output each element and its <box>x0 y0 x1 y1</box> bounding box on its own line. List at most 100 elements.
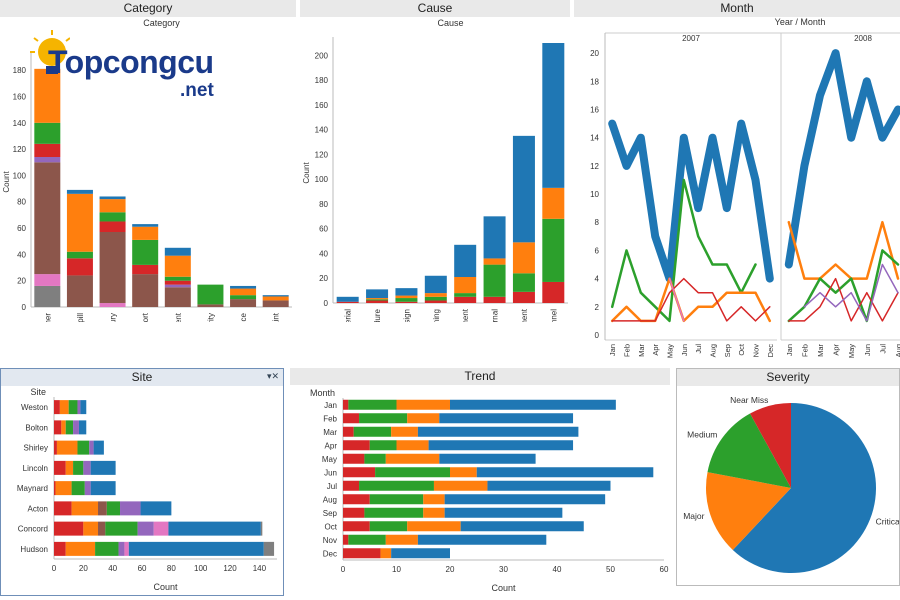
site-y-tick: Weston <box>21 403 48 412</box>
site-panel-title: Site <box>1 369 283 386</box>
trend-bar-segment <box>487 480 611 491</box>
trend-y-tick: Nov <box>323 536 337 545</box>
month-y-tick: 2 <box>595 303 600 312</box>
cause-bar-segment <box>366 299 389 301</box>
month-x-tick: Oct <box>737 343 746 356</box>
site-x-tick: 120 <box>223 564 237 573</box>
cause-y-title: Count <box>302 162 311 184</box>
trend-bar-segment <box>423 494 445 505</box>
month-series-line <box>611 277 771 322</box>
cause-x-tick: Training <box>432 309 441 322</box>
category-bar-segment <box>34 285 61 307</box>
trend-panel: Trend Month Jan Feb Mar Apr May Jun Jul Aug Sep Oc… <box>290 368 670 596</box>
cause-bar-segment <box>366 289 389 299</box>
trend-bar-segment <box>423 507 445 518</box>
cause-x-tick: Material <box>344 309 353 322</box>
category-bar-segment <box>34 68 61 123</box>
trend-bar-segment <box>385 534 418 545</box>
category-bar-segment <box>164 247 191 256</box>
category-bar-segment <box>66 193 93 252</box>
trend-bar-segment <box>417 534 547 545</box>
trend-y-tick: Dec <box>323 549 337 558</box>
category-bar-segment <box>99 199 126 213</box>
site-x-tick: 40 <box>108 564 117 573</box>
trend-y-title: Month <box>310 388 335 398</box>
trend-x-tick: 50 <box>606 565 615 574</box>
site-bar-segment <box>54 481 56 496</box>
site-bar-segment <box>73 460 84 475</box>
site-x-tick: 60 <box>138 564 147 573</box>
month-y-tick: 18 <box>590 77 599 86</box>
cause-x-tick: Design <box>402 309 411 322</box>
category-bar-segment <box>99 212 126 222</box>
category-bar-segment <box>99 196 126 200</box>
month-y-tick: 12 <box>590 162 599 171</box>
category-bar-segment <box>99 221 126 232</box>
trend-bar-segment <box>343 413 360 424</box>
trend-y-tick: May <box>322 455 337 464</box>
month-x-tick: Aug <box>894 344 900 357</box>
month-y-tick: 6 <box>595 246 600 255</box>
trend-bar-segment <box>348 534 386 545</box>
category-bar-segment <box>132 264 159 275</box>
trend-bar-segment <box>343 467 376 478</box>
month-y-tick: 20 <box>590 49 599 58</box>
cause-y-tick: 120 <box>315 150 329 159</box>
category-x-tick: Customer <box>43 313 52 322</box>
site-bar-segment <box>54 501 72 516</box>
category-x-title: Category <box>143 18 180 28</box>
month-x-tick: Sep <box>723 344 732 357</box>
cause-bar-segment <box>366 300 389 303</box>
site-y-tick: Hudson <box>20 545 48 554</box>
category-x-tick: Security <box>206 313 215 322</box>
category-x-tick: Spill <box>76 313 85 322</box>
category-y-tick: 0 <box>22 303 27 312</box>
site-y-tick: Maynard <box>17 484 48 493</box>
category-bar-segment <box>230 285 257 289</box>
category-chart: Category Count 0 20 40 60 80 100 120 140 160 180 Cus… <box>2 18 292 322</box>
category-bar-segment <box>164 280 191 285</box>
trend-bar-segment <box>391 426 418 437</box>
trend-bar-segment <box>343 521 370 532</box>
trend-y-tick: Feb <box>323 414 337 423</box>
site-bar-segment <box>77 400 81 415</box>
site-y-title: Site <box>30 387 46 397</box>
cause-bar-segment <box>542 187 565 219</box>
site-bar-segment <box>78 420 87 435</box>
site-bar-segment <box>153 521 169 536</box>
site-bar-segment <box>98 501 107 516</box>
severity-pie-slice <box>750 403 791 488</box>
site-bar-segment <box>168 521 261 536</box>
category-bar-segment <box>230 299 257 307</box>
severity-pie-label: Medium <box>687 430 717 440</box>
category-bar-segment <box>66 275 93 307</box>
cause-x-title: Cause <box>437 18 463 28</box>
panel-close-icon[interactable]: ▾✕ <box>266 371 279 381</box>
trend-x-title: Count <box>491 583 516 593</box>
severity-pie-label: Major <box>683 511 704 521</box>
trend-bar-segment <box>369 521 408 532</box>
category-y-tick: 40 <box>17 250 26 259</box>
trend-bar-segment <box>343 399 349 410</box>
trend-bar-segment <box>428 440 574 451</box>
site-bar-segment <box>77 440 90 455</box>
trend-bar-segment <box>343 426 354 437</box>
month-y-tick: 0 <box>595 331 600 340</box>
site-bar-segment <box>71 481 85 496</box>
site-bar-segment <box>90 481 116 496</box>
month-x-tick: Mar <box>637 344 646 357</box>
category-bar-segment <box>66 251 93 259</box>
cause-bar-segment <box>483 216 506 259</box>
cause-bar-segment <box>483 258 506 265</box>
trend-bar-segment <box>359 480 434 491</box>
trend-bar-segment <box>450 399 616 410</box>
trend-bar-segment <box>369 440 397 451</box>
cause-bar-segment <box>454 244 477 277</box>
trend-bar-segment <box>343 453 365 464</box>
trend-x-tick: 0 <box>341 565 346 574</box>
site-bar-segment <box>83 521 99 536</box>
site-bar-segment <box>56 440 78 455</box>
cause-y-tick: 40 <box>319 249 328 258</box>
trend-x-tick: 10 <box>392 565 401 574</box>
site-y-tick: Lincoln <box>23 464 48 473</box>
